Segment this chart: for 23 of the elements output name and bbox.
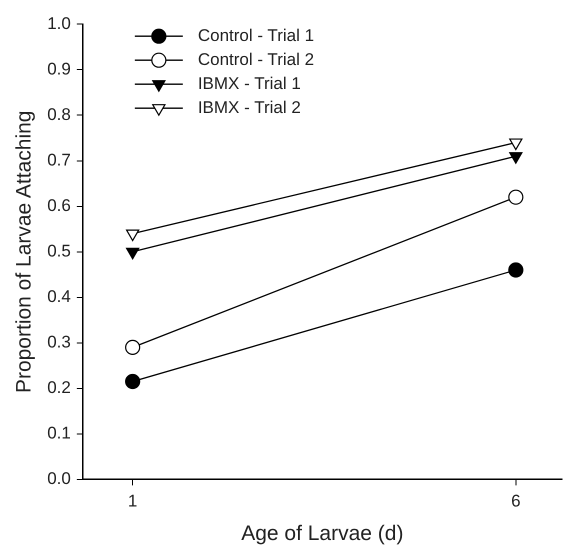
y-tick-label: 0.0 <box>47 469 71 488</box>
x-tick-label: 1 <box>128 491 138 510</box>
x-tick-label: 6 <box>511 491 521 510</box>
y-tick-label: 0.2 <box>47 378 71 398</box>
legend-label: IBMX - Trial 1 <box>198 74 301 93</box>
y-tick-label: 0.9 <box>47 59 71 78</box>
y-tick-label: 0.5 <box>47 241 71 260</box>
legend-label: IBMX - Trial 2 <box>198 98 301 117</box>
y-tick-label: 0.3 <box>47 332 71 352</box>
legend-label: Control - Trial 2 <box>198 50 314 69</box>
point <box>508 190 524 205</box>
y-tick-label: 0.8 <box>47 104 71 124</box>
legend-label: Control - Trial 1 <box>198 26 314 45</box>
y-tick-label: 0.6 <box>47 196 71 215</box>
point <box>125 374 140 390</box>
y-tick-label: 1.0 <box>47 14 71 33</box>
point <box>125 340 140 355</box>
y-tick-label: 0.7 <box>47 150 71 170</box>
y-tick-label: 0.1 <box>47 424 71 443</box>
y-axis-title: Proportion of Larvae Attaching <box>12 110 36 394</box>
x-axis-title: Age of Larvae (d) <box>241 522 404 546</box>
y-tick-label: 0.4 <box>47 287 71 306</box>
point <box>508 262 524 278</box>
